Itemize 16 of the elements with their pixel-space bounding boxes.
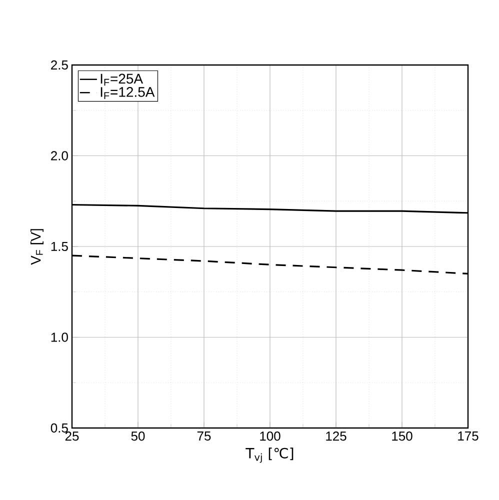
- y-tick-label: 0.5: [50, 423, 68, 433]
- x-tick-label: 100: [260, 432, 280, 441]
- x-tick-label: 75: [197, 432, 211, 441]
- x-tick-label: 50: [131, 432, 145, 441]
- y-tick-label: 2.5: [51, 60, 68, 70]
- y-tick-label: 1.5: [51, 242, 68, 252]
- x-tick-label: 150: [392, 432, 412, 441]
- y-tick-label: 2.0: [51, 151, 68, 160]
- legend-label: I$_{F}$=25A: [100, 74, 144, 86]
- x-tick-label: 125: [326, 432, 346, 441]
- x-axis-title: T$_{vj}$ [℃]: [246, 448, 294, 463]
- y-axis-title: V$_{F}$ [V]: [30, 229, 44, 265]
- x-tick-label: 175: [458, 432, 478, 441]
- legend-label: I$_{F}$=12.5A: [100, 87, 155, 99]
- y-tick-label: 1.0: [51, 332, 68, 342]
- x-tick-label: 25: [65, 432, 79, 441]
